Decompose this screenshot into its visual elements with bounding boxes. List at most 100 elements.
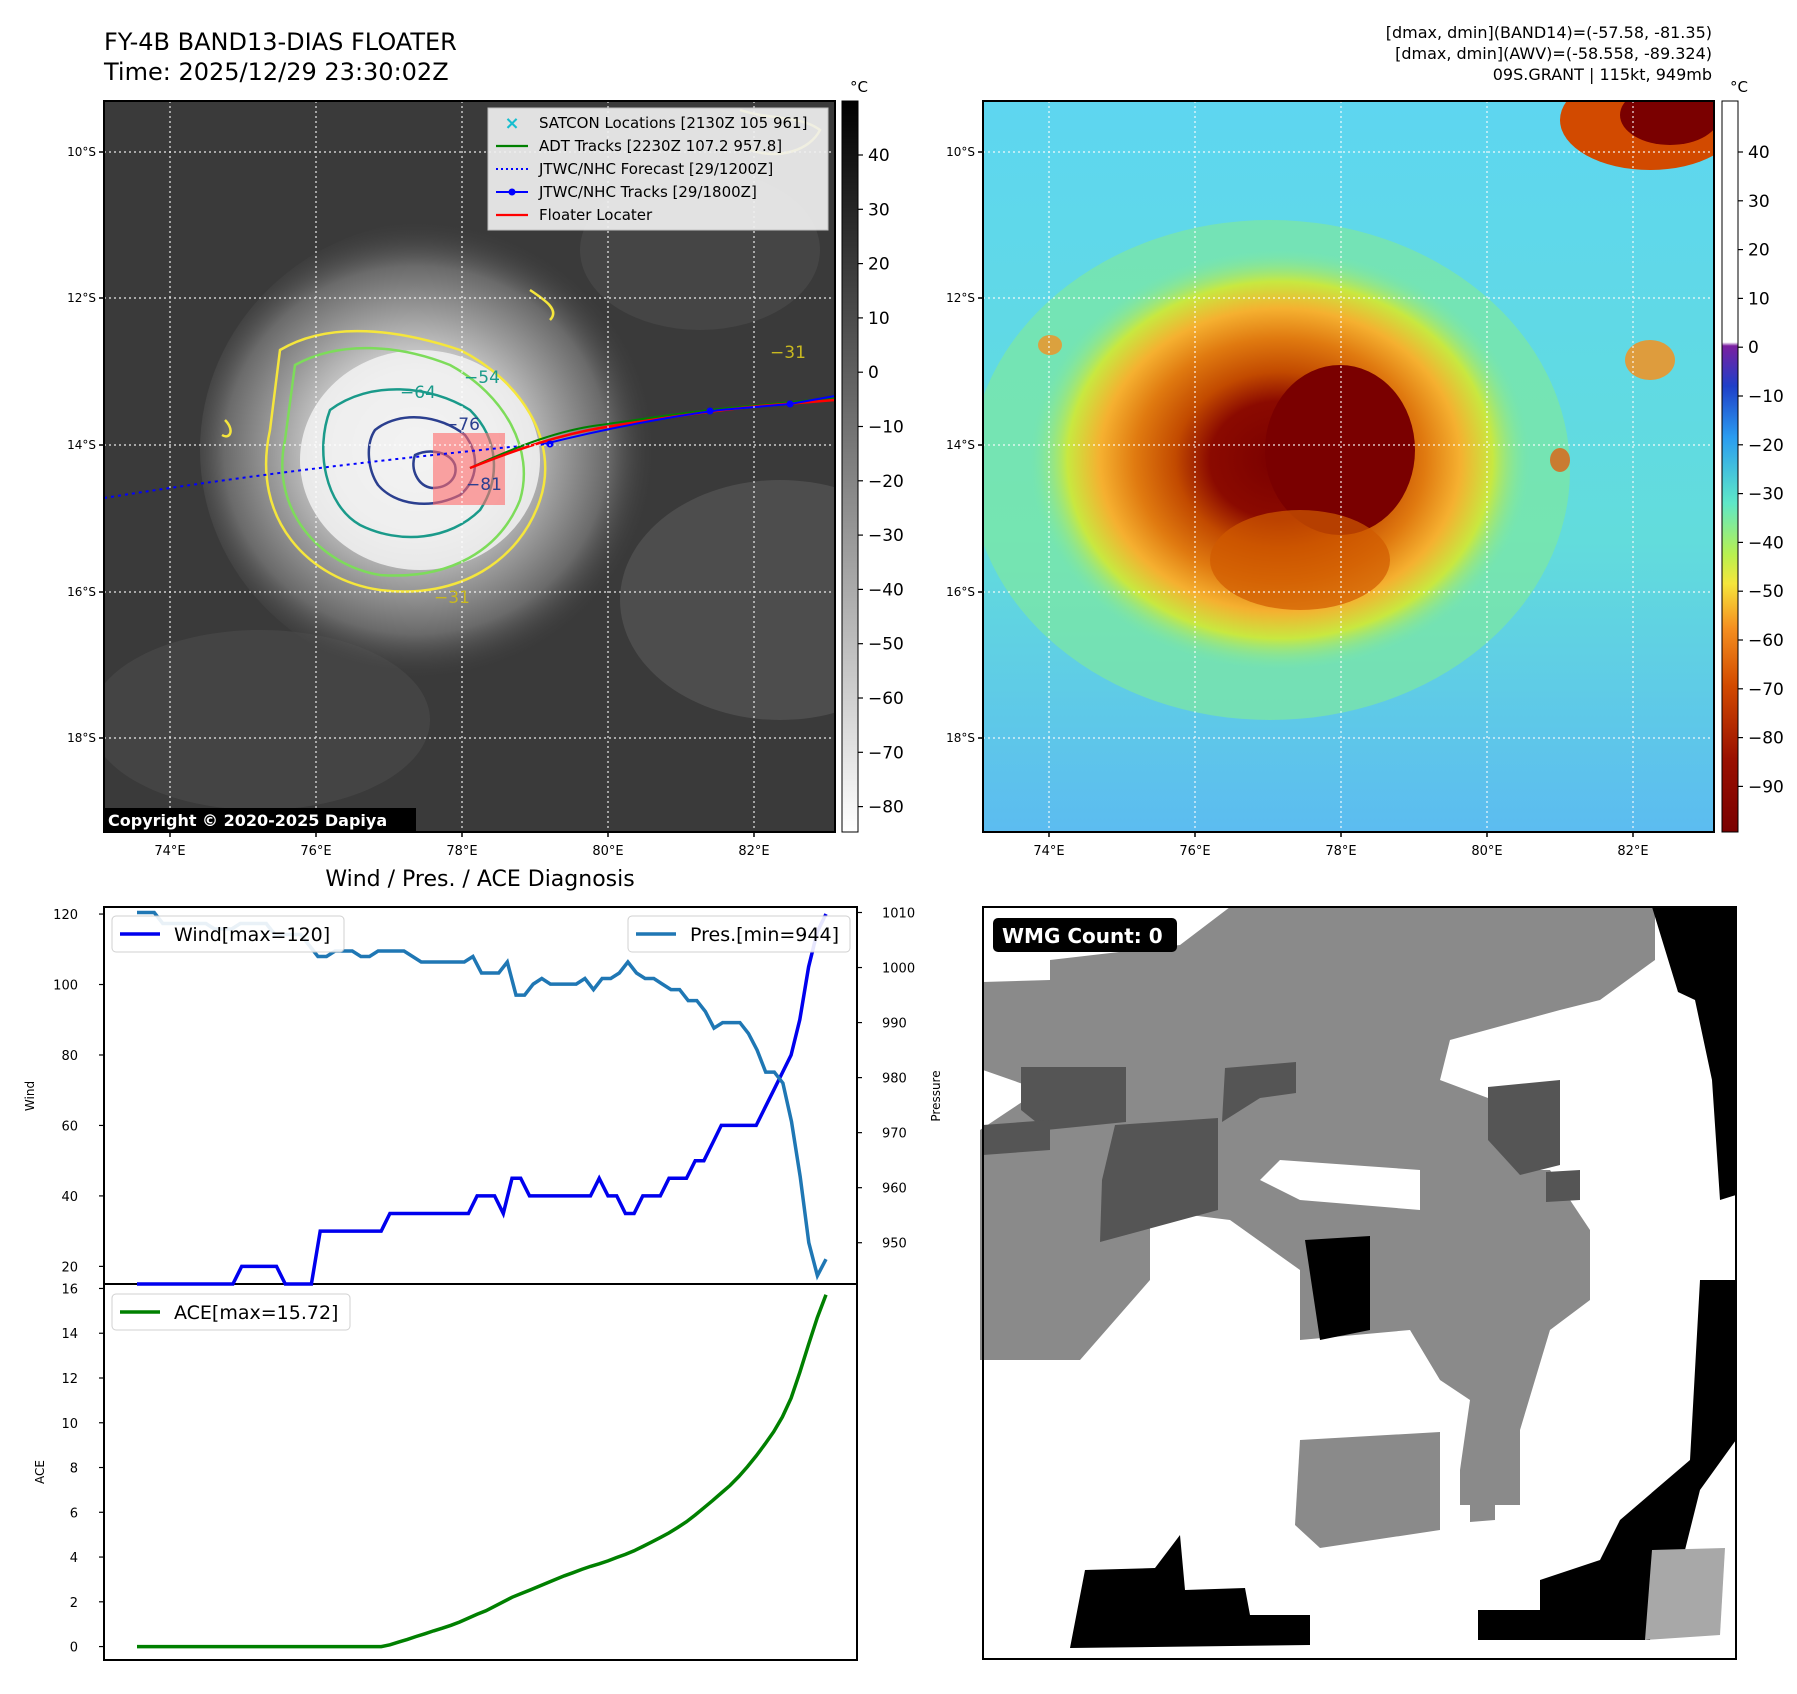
lon-tick-label: 76°E — [1179, 844, 1210, 859]
lat-tick-label: 12°S — [67, 291, 96, 305]
lat-tick-label: 18°S — [946, 731, 975, 745]
pressure-axis-ticks: 950 960 970 980 990 1000 1010 — [857, 907, 915, 1252]
y2-tick-label: 1010 — [882, 907, 915, 922]
y-tick-label: 20 — [61, 1260, 78, 1275]
wind-axis-ticks: 20 40 60 80 100 120 — [53, 908, 104, 1275]
colorbar-tick-label: −80 — [1748, 729, 1784, 749]
y2-tick-label: 980 — [882, 1072, 907, 1087]
awv-frame — [982, 100, 1715, 833]
y-tick-label: 6 — [70, 1506, 78, 1521]
colorbar-tick-label: −90 — [1748, 777, 1784, 797]
wind-pressure-axes — [103, 906, 858, 1285]
lat-tick-label: 10°S — [67, 145, 96, 159]
lat-tick-label: 14°S — [67, 438, 96, 452]
contour-label: −76 — [444, 415, 480, 435]
ir-title-line1: FY-4B BAND13-DIAS FLOATER — [104, 28, 457, 56]
dot-line-icon — [496, 188, 528, 196]
y-tick-label: 0 — [70, 1641, 78, 1656]
lat-tick-label: 16°S — [946, 585, 975, 599]
wmg-panel: WMG Count: 0 — [980, 906, 1737, 1660]
ace-axis-label: ACE — [33, 1460, 47, 1484]
contour-label: −31 — [434, 588, 470, 608]
awv-lon-ticks: 74°E 76°E 78°E 80°E 82°E — [1033, 832, 1649, 859]
y2-tick-label: 960 — [882, 1182, 907, 1197]
awv-lat-ticks: 10°S 12°S 14°S 16°S 18°S — [946, 145, 983, 745]
legend-label: JTWC/NHC Tracks [29/1800Z] — [538, 183, 757, 201]
pressure-axis-label: Pressure — [929, 1070, 943, 1121]
colorbar-tick-label: −40 — [868, 580, 904, 600]
awv-colorbar-unit: °C — [1730, 78, 1748, 96]
lon-tick-label: 74°E — [1033, 844, 1064, 859]
awv-colorbar — [1721, 100, 1739, 833]
wmg-image — [980, 907, 1736, 1648]
colorbar-tick-label: −30 — [868, 526, 904, 546]
y2-tick-label: 1000 — [882, 962, 915, 977]
lat-tick-label: 18°S — [67, 731, 96, 745]
y-tick-label: 10 — [61, 1417, 78, 1432]
y-tick-label: 14 — [61, 1327, 78, 1342]
pressure-legend: Pres.[min=944] — [627, 915, 851, 953]
ace-axes — [103, 1283, 858, 1661]
wmg-count-badge: WMG Count: 0 — [1002, 924, 1163, 948]
colorbar-tick-label: −50 — [868, 635, 904, 655]
wmg-badge-bg — [993, 918, 1177, 952]
lon-tick-label: 76°E — [300, 844, 331, 859]
contour-label: −54 — [464, 368, 500, 388]
contour-label: −81 — [466, 475, 502, 495]
diagnosis-title: Wind / Pres. / ACE Diagnosis — [325, 867, 634, 892]
colorbar-tick-label: 10 — [868, 309, 890, 329]
lon-tick-label: 74°E — [154, 844, 185, 859]
x-marker-glyph: × — [504, 113, 519, 134]
colorbar-tick-label: 40 — [868, 146, 890, 166]
ir-panel: FY-4B BAND13-DIAS FLOATER Time: 2025/12/… — [67, 28, 904, 859]
diagnosis-panel: Wind / Pres. / ACE Diagnosis 20406080100… — [23, 867, 943, 1661]
colorbar-tick-label: −10 — [1748, 387, 1784, 407]
colorbar-tick-label: 0 — [1748, 338, 1759, 358]
lon-tick-label: 80°E — [1471, 844, 1502, 859]
colorbar-tick-label: 10 — [1748, 289, 1770, 309]
colorbar-tick-label: −20 — [1748, 436, 1784, 456]
y-tick-label: 4 — [70, 1551, 78, 1566]
colorbar-tick-label: −60 — [868, 689, 904, 709]
colorbar-tick-label: 30 — [1748, 192, 1770, 212]
contour-label: −31 — [770, 343, 806, 363]
lon-tick-label: 82°E — [1617, 844, 1648, 859]
colorbar-tick-label: 40 — [1748, 143, 1770, 163]
ir-frame — [103, 100, 836, 833]
ace-series-line — [137, 1294, 828, 1649]
x-marker-icon: × — [504, 113, 519, 134]
colorbar-tick-label: 0 — [868, 363, 879, 383]
lon-tick-label: 82°E — [738, 844, 769, 859]
legend-label: ADT Tracks [2230Z 107.2 957.8] — [539, 137, 782, 155]
jtwc-track — [539, 395, 835, 446]
jtwc-forecast-line — [104, 444, 531, 499]
y-tick-label: 8 — [70, 1462, 78, 1477]
y-tick-label: 120 — [53, 908, 78, 923]
ir-title-line2: Time: 2025/12/29 23:30:02Z — [103, 58, 449, 86]
colorbar-tick-label: −70 — [1748, 680, 1784, 700]
y-tick-label: 12 — [61, 1372, 78, 1387]
awv-colorbar-ticks: 40 30 20 10 0 −10 −20 −30 −40 −50 −60 −70 −80 −90 — [1738, 143, 1784, 797]
awv-panel: [dmax, dmin](BAND14)=(-57.58, -81.35) [d… — [946, 23, 1784, 859]
awv-image — [983, 101, 1714, 832]
legend-label: SATCON Locations [2130Z 105 961] — [539, 114, 807, 132]
colorbar-tick-label: 30 — [868, 200, 890, 220]
wind-axis-label: Wind — [23, 1081, 37, 1111]
colorbar-tick-label: −20 — [868, 472, 904, 492]
awv-header-line2: [dmax, dmin](AWV)=(-58.558, -89.324) — [1395, 44, 1712, 63]
copyright-text: Copyright © 2020-2025 Dapiya — [108, 811, 387, 830]
wind-series-line — [137, 913, 828, 1286]
ace-legend: ACE[max=15.72] — [111, 1293, 351, 1331]
wind-legend-label: Wind[max=120] — [174, 924, 330, 946]
legend-label: JTWC/NHC Forecast [29/1200Z] — [538, 160, 773, 178]
ir-lat-ticks: 10°S 12°S 14°S 16°S 18°S — [67, 145, 104, 745]
ir-contour-labels: −54 −64 −76 −81 −31 −31 — [400, 343, 806, 608]
y-tick-label: 40 — [61, 1190, 78, 1205]
wmg-frame — [982, 906, 1737, 1660]
y2-tick-label: 950 — [882, 1237, 907, 1252]
lon-tick-label: 78°E — [446, 844, 477, 859]
colorbar-tick-label: −70 — [868, 743, 904, 763]
lat-tick-label: 14°S — [946, 438, 975, 452]
colorbar-tick-label: 20 — [1748, 241, 1770, 261]
